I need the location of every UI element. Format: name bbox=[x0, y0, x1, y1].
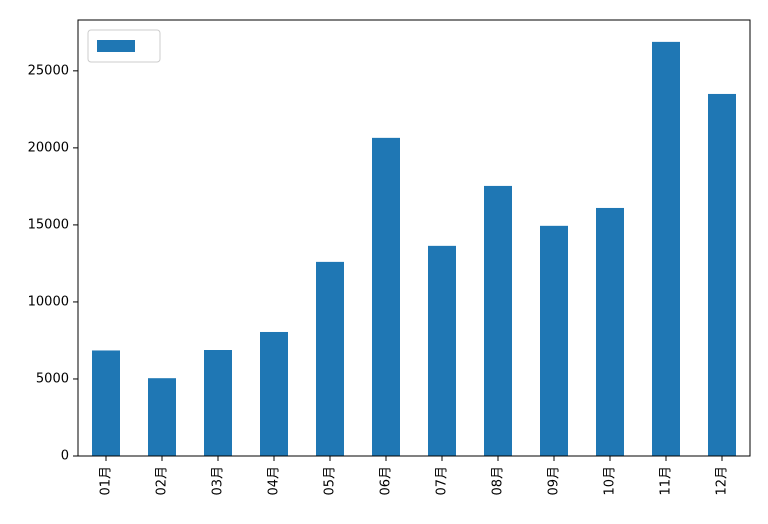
y-tick-label: 20000 bbox=[28, 140, 69, 155]
y-tick-label: 15000 bbox=[28, 217, 69, 232]
bar bbox=[316, 261, 344, 456]
y-tick-label: 5000 bbox=[36, 371, 69, 386]
plot-frame bbox=[77, 19, 751, 457]
x-tick-label: 09月 bbox=[547, 466, 562, 496]
y-tick-label: 0 bbox=[61, 449, 69, 464]
bar bbox=[652, 41, 680, 456]
bar bbox=[92, 350, 120, 456]
y-tick-label: 10000 bbox=[28, 294, 69, 309]
x-tick-label: 07月 bbox=[435, 466, 450, 496]
x-tick-label: 01月 bbox=[99, 466, 114, 496]
x-tick-label: 04月 bbox=[267, 466, 282, 496]
y-tick-label: 25000 bbox=[28, 63, 69, 78]
bar bbox=[372, 137, 400, 457]
legend-swatch bbox=[97, 40, 135, 52]
bar bbox=[260, 331, 288, 456]
x-tick-label: 06月 bbox=[379, 466, 394, 496]
x-tick-label: 08月 bbox=[491, 466, 506, 496]
bar bbox=[484, 185, 512, 456]
bar bbox=[708, 93, 736, 456]
x-tick-label: 02月 bbox=[155, 466, 170, 496]
bar bbox=[596, 207, 624, 456]
bar bbox=[148, 378, 176, 456]
bar bbox=[428, 245, 456, 456]
x-tick-label: 10月 bbox=[603, 466, 618, 496]
bar bbox=[540, 225, 568, 456]
x-tick-label: 11月 bbox=[659, 466, 674, 496]
x-tick-label: 12月 bbox=[715, 466, 730, 496]
x-tick-label: 05月 bbox=[323, 466, 338, 496]
x-tick-label: 03月 bbox=[211, 466, 226, 496]
bar bbox=[204, 350, 232, 456]
